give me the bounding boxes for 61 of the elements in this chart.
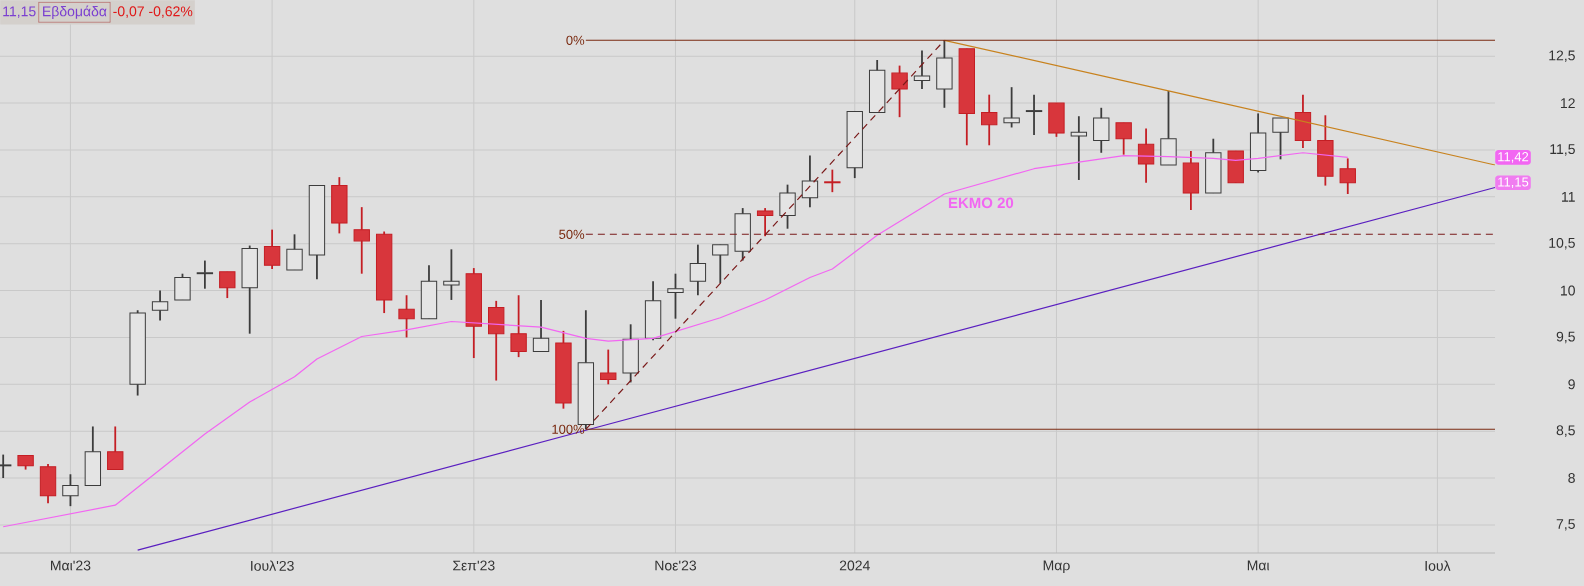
line-series <box>2 152 1349 528</box>
candlestick <box>219 270 236 299</box>
y-tick-label: 7,5 <box>1556 519 1575 531</box>
chart-title: 11,15 <box>3 6 36 18</box>
candlestick <box>1115 121 1132 156</box>
text: 11,42 <box>1498 152 1529 163</box>
candlestick <box>174 272 191 301</box>
annotation: 0% <box>566 35 585 45</box>
candlestick <box>1003 86 1020 129</box>
candlestick <box>667 272 684 320</box>
x-tick-label: Ιουλ'23 <box>251 560 294 571</box>
x-tick-label: Μαι <box>1247 560 1270 571</box>
y-tick-label: 11,5 <box>1550 144 1575 156</box>
y-tick-label: 9 <box>1568 379 1575 390</box>
candlestick <box>353 206 370 275</box>
y-tick-label: 12,5 <box>1549 50 1575 63</box>
y-tick-label: 8,5 <box>1556 425 1575 437</box>
chart-subtitle: Εβδομάδα <box>43 5 107 20</box>
candlestick <box>1093 106 1110 154</box>
candlestick <box>891 64 908 119</box>
candlestick <box>510 294 527 359</box>
candlestick <box>443 248 460 301</box>
candlestick <box>263 228 281 270</box>
x-tick-label: Ιουλ <box>1425 560 1451 571</box>
candlestick <box>1272 117 1289 161</box>
y-tick-label: 11 <box>1562 192 1575 202</box>
x-tick-label: Μαρ <box>1043 560 1070 574</box>
candlestick <box>689 243 707 297</box>
candlestick <box>398 294 415 339</box>
candlestick <box>1025 93 1043 136</box>
x-tick-label: Σεπ'23 <box>453 560 495 571</box>
y-tick-label: 10 <box>1560 285 1575 296</box>
annotation: 50% <box>559 229 585 239</box>
candlestick <box>196 259 214 290</box>
candlestick <box>913 49 931 90</box>
candlestick <box>532 299 550 353</box>
candlestick <box>756 207 774 238</box>
candlestick <box>1339 157 1356 195</box>
annotation: -0,07 -0,62% <box>113 6 193 18</box>
candlestick <box>600 348 617 386</box>
annotation: 100% <box>552 424 585 434</box>
candlestick <box>801 154 819 209</box>
candlestick <box>62 473 79 508</box>
y-tick-label: 9,5 <box>1556 331 1575 344</box>
x-tick-label: 2024 <box>839 560 870 571</box>
candlestick <box>286 233 303 271</box>
candlestick <box>779 183 796 230</box>
x-tick-label: Μαι'23 <box>51 560 91 571</box>
y-tick-label: 8 <box>1568 473 1575 483</box>
candlestick <box>1070 115 1088 181</box>
candlestick <box>981 93 998 147</box>
candlestick <box>712 243 729 284</box>
candlestick <box>1137 127 1155 184</box>
x-tick-label: Νοε'23 <box>655 560 697 571</box>
candlestick <box>151 289 169 322</box>
y-tick-label: 12 <box>1560 98 1575 108</box>
candlestick <box>107 425 124 471</box>
annotation: 11,15 <box>1498 177 1529 189</box>
candlestick <box>824 168 841 194</box>
series-label: ΕΚΜΟ 20 <box>948 197 1014 209</box>
y-tick-label: 10,5 <box>1549 237 1575 250</box>
